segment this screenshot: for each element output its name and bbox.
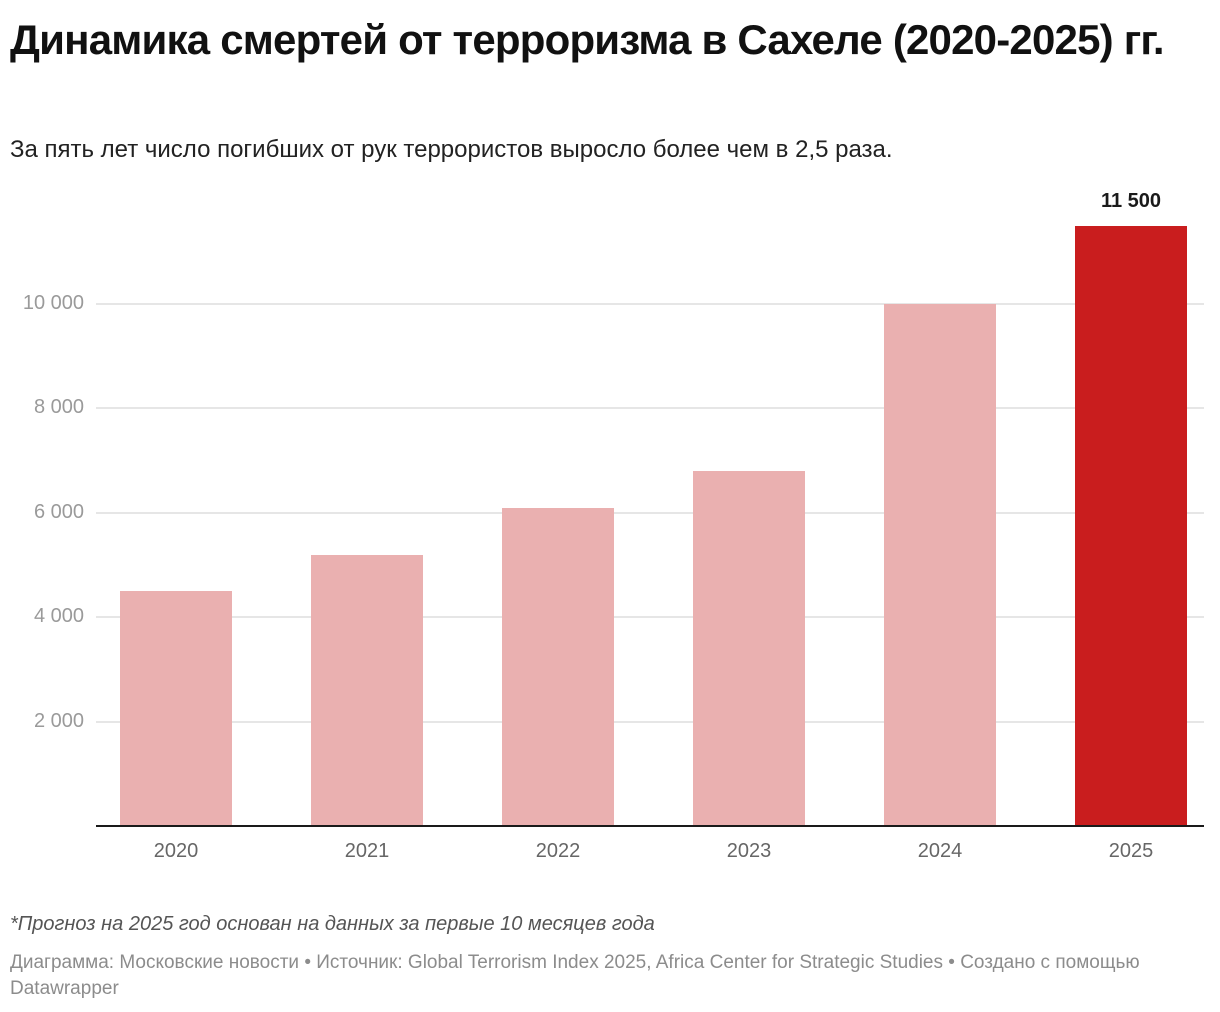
bar-2024: [884, 304, 996, 826]
chart-subtitle: За пять лет число погибших от рук террор…: [10, 136, 893, 163]
gridline: [96, 720, 1204, 723]
y-axis-tick-label: 6 000: [33, 500, 84, 523]
x-axis-tick-label: 2021: [344, 840, 390, 862]
gridline: [96, 511, 1204, 514]
chart-note: *Прогноз на 2025 год основан на данных з…: [10, 913, 655, 935]
x-axis-baseline: [96, 825, 1204, 827]
gridline: [96, 616, 1204, 619]
gridline: [96, 407, 1204, 410]
bar-2025: [1075, 225, 1187, 826]
bar-chart: 2 000 4 000 6 000 8 000 10 000 2020 2021 2022 20…: [0, 180, 1220, 880]
x-axis-tick-label: 2024: [917, 840, 963, 862]
chart-footer: Диаграмма: Московские новости • Источник…: [10, 952, 1140, 999]
bar-2022: [502, 507, 614, 826]
bar-2023: [693, 471, 805, 826]
x-axis-tick-label: 2023: [726, 840, 772, 862]
y-axis-tick-label: 10 000: [22, 292, 84, 314]
y-axis-tick-label: 8 000: [33, 396, 84, 419]
x-axis-tick-label: 2025: [1108, 840, 1154, 862]
y-axis-tick-label: 2 000: [33, 709, 84, 732]
gridline: [96, 303, 1204, 305]
x-axis-tick-label: 2022: [535, 840, 581, 862]
data-label-2025: 11 500: [1100, 189, 1162, 212]
x-axis-tick-label: 2020: [153, 840, 199, 862]
chart-title: Динамика смертей от терроризма в Сахеле …: [10, 16, 1165, 63]
bar-2020: [120, 591, 232, 826]
y-axis-tick-label: 4 000: [33, 605, 84, 628]
bar-2021: [311, 554, 423, 826]
